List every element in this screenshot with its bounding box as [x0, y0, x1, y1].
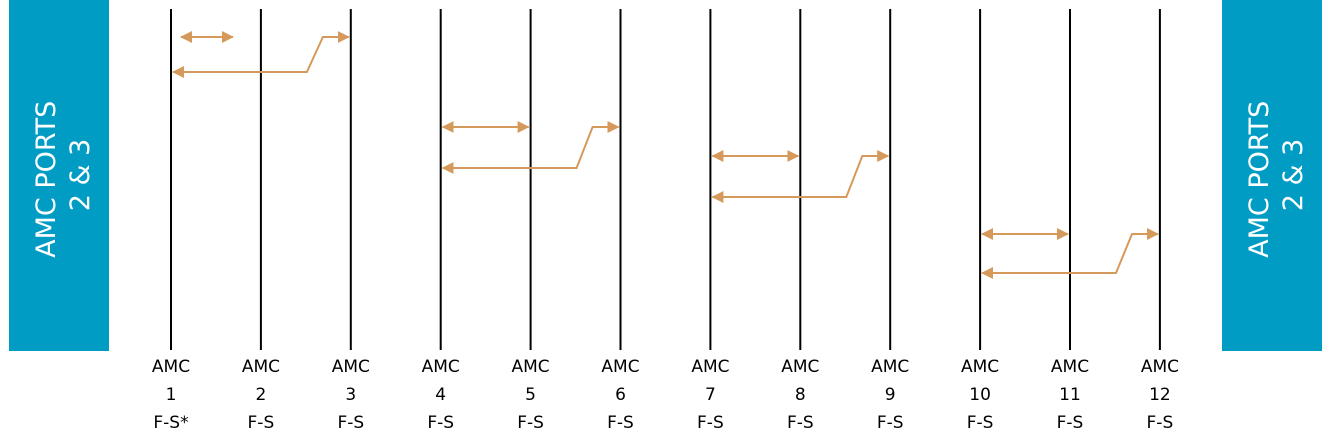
connector-1-3 — [172, 31, 350, 78]
slot-3-number-label: 3 — [345, 385, 356, 405]
slot-10-number-label: 10 — [969, 385, 991, 405]
slot-1-type-label: F-S* — [153, 413, 188, 433]
svg-text:AMC PORTS 2 & 3: AMC PORTS 2 & 3 — [31, 92, 96, 258]
svg-text:AMC PORTS 2 & 3: AMC PORTS 2 & 3 — [1244, 92, 1309, 258]
slot-12-type-label: F-S — [1147, 413, 1174, 433]
slot-12-name-label: AMC — [1141, 357, 1179, 377]
slot-6-name-label: AMC — [601, 357, 639, 377]
left-panel-line1: AMC PORTS — [31, 101, 62, 258]
left-panel-line2: 2 & 3 — [65, 139, 96, 212]
slot-8-name-label: AMC — [781, 357, 819, 377]
slot-labels: AMC 1 F-S* AMC 2 F-S AMC 3 F-S AMC 4 F-S AMC 5 F-S AMC 6… — [152, 357, 1179, 433]
slot-1-name-label: AMC — [152, 357, 190, 377]
slot-3-type-label: F-S — [337, 413, 364, 433]
slot-9-number-label: 9 — [885, 385, 896, 405]
slot-1-number-label: 1 — [166, 385, 177, 405]
slot-5-type-label: F-S — [517, 413, 544, 433]
slot-7-number-label: 7 — [705, 385, 716, 405]
slot-2-type-label: F-S — [248, 413, 275, 433]
slot-9-name-label: AMC — [871, 357, 909, 377]
slot-5-number-label: 5 — [525, 385, 536, 405]
connector-4-6 — [441, 121, 620, 174]
slot-7-name-label: AMC — [691, 357, 729, 377]
connections — [172, 31, 1159, 279]
slot-6-type-label: F-S — [607, 413, 634, 433]
slot-11-type-label: F-S — [1057, 413, 1084, 433]
slot-8-number-label: 8 — [795, 385, 806, 405]
slot-10-name-label: AMC — [961, 357, 999, 377]
slot-4-type-label: F-S — [427, 413, 454, 433]
slot-12-number-label: 12 — [1149, 385, 1171, 405]
slot-4-name-label: AMC — [422, 357, 460, 377]
slot-4-number-label: 4 — [435, 385, 446, 405]
connector-10-12 — [981, 228, 1159, 279]
slot-3-name-label: AMC — [332, 357, 370, 377]
right-ports-panel: AMC PORTS 2 & 3 — [1222, 0, 1322, 351]
slot-8-type-label: F-S — [787, 413, 814, 433]
slot-10-type-label: F-S — [967, 413, 994, 433]
slot-9-type-label: F-S — [877, 413, 904, 433]
slot-11-number-label: 11 — [1059, 385, 1081, 405]
slot-2-name-label: AMC — [242, 357, 280, 377]
left-ports-panel: AMC PORTS 2 & 3 — [9, 0, 109, 351]
slot-lines — [170, 9, 1161, 350]
slot-2-number-label: 2 — [255, 385, 266, 405]
slot-6-number-label: 6 — [615, 385, 626, 405]
slot-5-name-label: AMC — [512, 357, 550, 377]
slot-7-type-label: F-S — [697, 413, 724, 433]
connector-7-9 — [711, 150, 890, 203]
slot-11-name-label: AMC — [1051, 357, 1089, 377]
right-panel-line2: 2 & 3 — [1278, 139, 1309, 212]
right-panel-line1: AMC PORTS — [1244, 101, 1275, 258]
